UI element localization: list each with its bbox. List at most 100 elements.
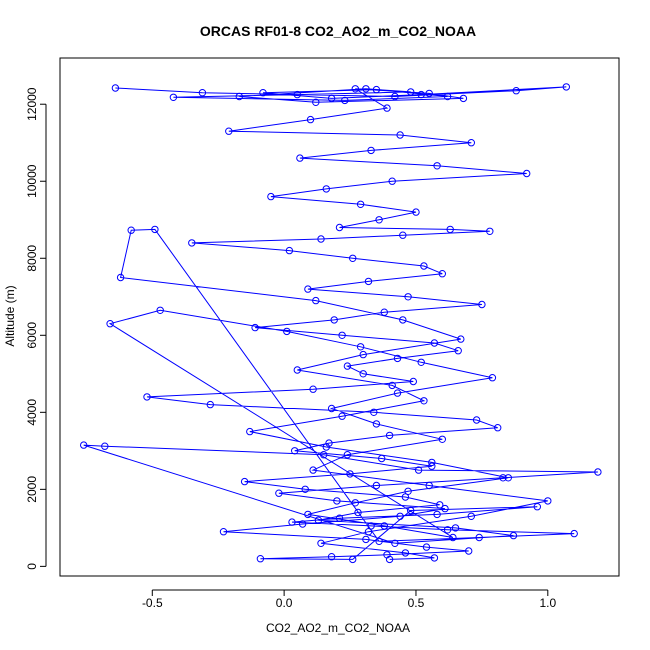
data-point — [143, 393, 151, 401]
data-point — [420, 397, 428, 405]
data-point — [362, 85, 370, 93]
data-point — [375, 537, 383, 545]
data-point — [306, 115, 315, 124]
data-point — [428, 458, 436, 467]
data-point — [351, 499, 359, 507]
data-point — [298, 520, 307, 528]
y-tick-label: 6000 — [25, 322, 39, 349]
y-tick-label: 2000 — [25, 476, 39, 503]
data-point — [433, 162, 441, 170]
data-point — [267, 192, 275, 201]
data-point — [465, 547, 473, 555]
data-point — [486, 227, 494, 236]
data-point — [351, 85, 359, 93]
data-point — [472, 416, 481, 424]
data-point — [235, 92, 244, 101]
data-point — [396, 131, 404, 139]
data-point — [367, 146, 375, 155]
data-point — [349, 254, 357, 262]
data-point — [312, 296, 320, 305]
data-point — [438, 435, 446, 443]
data-point — [356, 200, 365, 209]
data-point — [151, 225, 159, 234]
data-point — [523, 169, 531, 178]
data-point — [467, 512, 475, 520]
data-point — [354, 508, 362, 517]
data-point — [364, 277, 373, 286]
data-point — [594, 468, 602, 476]
data-point — [430, 554, 439, 562]
data-point — [259, 89, 267, 97]
data-point — [388, 177, 396, 185]
data-point — [391, 539, 399, 547]
data-point — [417, 90, 425, 99]
data-point — [327, 404, 336, 413]
data-point — [475, 533, 483, 542]
data-point — [451, 524, 460, 532]
data-point — [356, 343, 365, 351]
data-point — [283, 327, 291, 336]
data-point — [293, 366, 301, 374]
data-point — [378, 454, 386, 463]
data-point — [372, 85, 381, 94]
data-point — [169, 93, 178, 102]
data-point — [304, 285, 312, 293]
data-point — [380, 308, 388, 316]
data-point — [488, 374, 497, 382]
data-point — [454, 347, 462, 355]
data-point — [304, 510, 312, 519]
data-point — [240, 477, 249, 486]
data-point — [467, 139, 475, 147]
data-point — [320, 451, 328, 459]
data-point — [156, 306, 164, 314]
y-tick-label: 4000 — [25, 399, 39, 426]
data-point — [399, 316, 407, 324]
x-tick-label: 0.5 — [408, 596, 425, 610]
data-point — [446, 225, 454, 234]
data-point — [417, 358, 425, 366]
data-point — [562, 83, 570, 91]
data-point — [359, 350, 367, 359]
data-point — [412, 208, 420, 216]
data-point — [393, 354, 402, 363]
data-point — [459, 94, 468, 103]
data-point — [309, 385, 317, 393]
data-point — [251, 323, 259, 332]
data-point — [404, 293, 412, 301]
y-tick-label: 0 — [25, 563, 39, 570]
data-point — [206, 400, 215, 409]
data-point — [393, 389, 402, 397]
data-point — [425, 481, 433, 490]
data-point — [399, 231, 407, 239]
data-point — [343, 362, 352, 370]
data-point — [106, 320, 114, 328]
data-point — [533, 503, 541, 511]
data-point — [433, 510, 441, 519]
data-point — [375, 216, 383, 224]
data-point — [449, 533, 457, 542]
data-point — [404, 487, 412, 495]
data-point — [225, 127, 233, 135]
data-point — [512, 87, 520, 95]
y-tick-label: 8000 — [25, 245, 39, 272]
data-point — [362, 535, 370, 544]
y-tick-label: 10000 — [25, 164, 39, 198]
data-point — [301, 485, 309, 493]
data-point — [443, 92, 452, 101]
data-point — [317, 235, 325, 243]
data-point — [570, 529, 578, 538]
data-point — [317, 539, 325, 547]
data-point — [314, 516, 323, 524]
data-point — [219, 528, 228, 536]
data-series — [80, 83, 602, 564]
data-point — [338, 412, 346, 420]
data-point — [246, 427, 254, 436]
data-point — [101, 442, 109, 450]
data-point — [494, 424, 502, 432]
data-point — [335, 223, 344, 232]
data-point — [509, 531, 518, 540]
data-point — [256, 555, 265, 563]
y-axis-label: Altitude (m) — [3, 285, 17, 346]
data-point — [275, 489, 283, 497]
data-point — [111, 84, 120, 92]
